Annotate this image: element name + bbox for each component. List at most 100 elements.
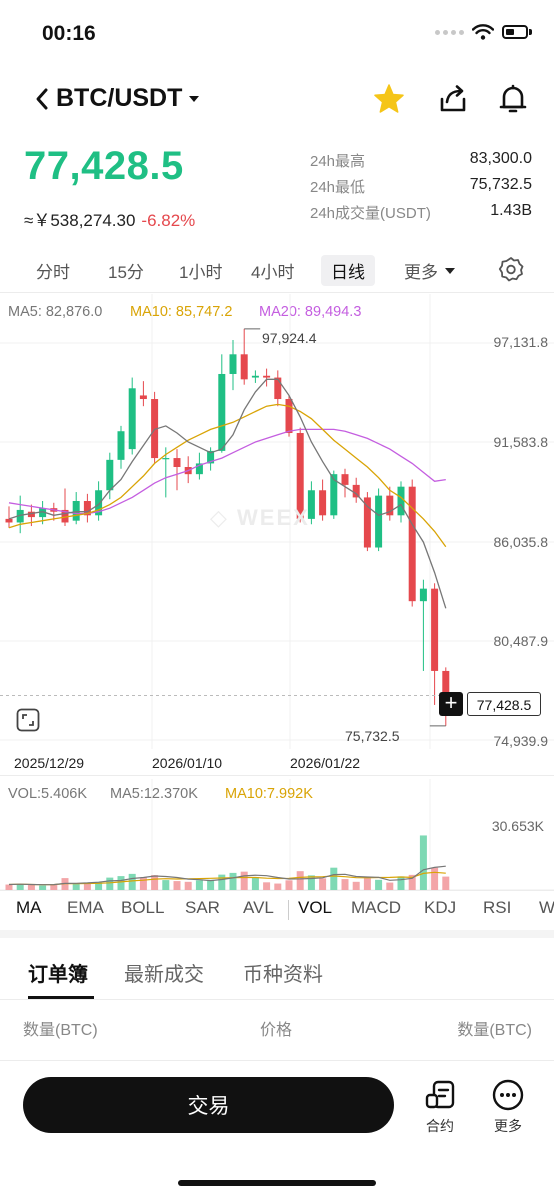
caret-down-icon[interactable] [188,94,200,104]
candle-body [352,484,360,498]
volume-bar [330,867,338,890]
indicator-boll[interactable]: BOLL [121,898,165,917]
indicator-rsi[interactable]: RSI [483,898,512,917]
add-marker-plus-icon[interactable]: + [439,692,463,716]
high-price-mark: 97,924.4 [262,330,317,346]
candle-body [27,511,35,518]
indicator-kdj[interactable]: KDJ [424,898,457,917]
candle-body [162,458,170,460]
tab-coin-info[interactable]: 币种资料 [243,964,323,986]
home-indicator [178,1180,376,1186]
candle-body [72,500,80,521]
volume-bar [218,874,226,890]
bell-icon[interactable] [496,82,530,116]
share-icon[interactable] [436,82,470,116]
indicator-avl[interactable]: AVL [243,898,274,917]
ma5-legend: MA5: 82,876.0 [8,304,103,320]
more-icon[interactable] [492,1079,524,1111]
tf-more[interactable]: 更多 [404,258,456,283]
candle-body [251,375,259,378]
volume-bar [352,881,360,890]
tf-daily[interactable]: 日线 [321,255,375,286]
candle-body [375,495,383,548]
volume-bar [274,883,282,890]
volume-bar [195,880,203,890]
orderbook-col-qty-left: 数量(BTC) [23,1022,98,1039]
indicator-w[interactable]: W [539,898,554,917]
indicator-vol[interactable]: VOL [298,898,333,917]
candle-body [442,670,450,696]
favorite-star-icon[interactable] [372,82,406,116]
date-axis-label: 2025/12/29 [14,755,85,771]
volume-bar [27,885,35,890]
volume-bar [173,881,181,890]
volume-bar [128,873,136,890]
tab-latest-trades[interactable]: 最新成交 [124,964,204,986]
volume-bar [296,871,304,890]
tab-underline [28,996,94,999]
tf-15m[interactable]: 15分 [108,263,144,282]
tf-timeshare[interactable]: 分时 [36,263,70,282]
candle-body [419,588,427,602]
volume-bar [229,872,237,890]
wifi-icon [472,24,494,40]
volume-bar [139,877,147,890]
more-label[interactable]: 更多 [494,1118,522,1134]
tf-more-label[interactable]: 更多 [404,263,438,282]
stat-label-low: 24h最低 [310,179,366,196]
indicator-ma[interactable]: MA [16,898,42,917]
orderbook-col-price: 价格 [260,1022,293,1039]
volume-bar [363,878,371,890]
tf-1h[interactable]: 1小时 [179,263,223,282]
candle-body [173,458,181,468]
volume-bar [285,880,293,890]
chart-settings-gear-icon[interactable] [498,256,524,282]
price-axis-label: 74,939.9 [493,733,549,749]
candle-body [319,490,327,516]
trade-button[interactable]: 交易 [23,1077,394,1133]
ma10-legend: MA10: 85,747.2 [130,304,233,320]
tab-orderbook[interactable]: 订单簿 [28,964,88,986]
current-price-tag: 77,428.5 [467,692,541,716]
pair-selector[interactable]: BTC/USDT [34,84,200,113]
last-price: 77,428.5 [24,144,184,188]
volume-bar [95,882,103,890]
status-icons [435,24,532,40]
indicator-sar[interactable]: SAR [185,898,220,917]
watermark-logo: ◇ WEEX [210,505,310,530]
volume-bar [151,875,159,890]
indicator-macd[interactable]: MACD [351,898,402,917]
back-chevron-icon[interactable] [34,87,50,111]
price-axis-label: 97,131.8 [493,334,549,350]
date-axis-label: 2026/01/10 [152,755,223,771]
contract-icon[interactable] [424,1080,456,1110]
volume-bar [397,876,405,890]
volume-bar [442,876,450,890]
date-axis-label: 2026/01/22 [290,755,361,771]
candle-body [128,388,136,450]
ma10-line [8,403,447,548]
volume-bar [50,884,58,890]
volume-bar [207,879,215,890]
battery-icon [502,25,528,39]
candle-body [83,500,91,516]
kline-chart[interactable] [0,294,554,894]
price-axis-label: 80,487.9 [493,633,549,649]
pair-name[interactable]: BTC/USDT [56,84,183,112]
volume-bar [341,879,349,890]
volume-bar [263,882,271,890]
volume-bar [386,882,394,890]
candle-body [285,399,293,434]
candle-body [16,509,24,523]
caret-down-icon[interactable] [444,266,456,276]
status-time: 00:16 [42,22,96,45]
stat-label-high: 24h最高 [310,153,366,170]
orderbook-col-qty-right: 数量(BTC) [457,1022,532,1039]
volume-bar [419,835,427,890]
section-gap [0,930,554,938]
indicator-ema[interactable]: EMA [67,898,104,917]
fullscreen-icon[interactable] [16,708,40,732]
tf-4h[interactable]: 4小时 [251,263,295,282]
vol-legend: VOL:5.406K [8,786,87,802]
contract-label[interactable]: 合约 [426,1118,454,1134]
